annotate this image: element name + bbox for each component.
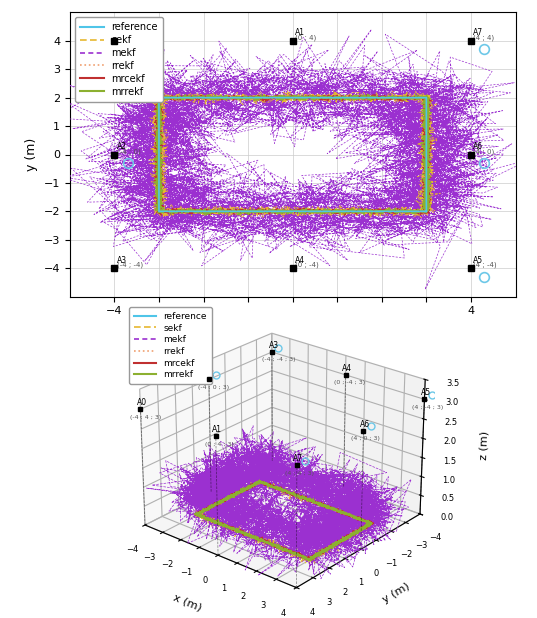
Legend: reference, sekf, mekf, rrekf, mrcekf, mrrekf: reference, sekf, mekf, rrekf, mrcekf, mr… [129,307,212,384]
Text: A6: A6 [473,142,483,151]
Y-axis label: y (m): y (m) [381,582,412,605]
X-axis label: x (m): x (m) [172,592,204,613]
Text: A1: A1 [295,28,305,37]
Text: (-4 ; 4): (-4 ; 4) [117,35,140,41]
Y-axis label: y (m): y (m) [25,138,38,171]
Text: A3: A3 [117,255,127,265]
Text: (4 ; 4): (4 ; 4) [473,35,494,41]
Text: (4 ; 0): (4 ; 0) [473,148,495,154]
Text: (0 ; 4): (0 ; 4) [295,35,316,41]
Text: A0: A0 [117,28,127,37]
Text: (0 ; -4): (0 ; -4) [295,262,318,268]
Legend: reference, sekf, mekf, rrekf, mrcekf, mrrekf: reference, sekf, mekf, rrekf, mrcekf, mr… [75,17,163,101]
X-axis label: x (m): x (m) [276,322,309,335]
Text: A4: A4 [295,255,305,265]
Text: (4 ; -4): (4 ; -4) [473,262,497,268]
Text: A5: A5 [473,255,483,265]
Text: (-4 ; 0): (-4 ; 0) [117,148,140,154]
Text: A2: A2 [117,142,127,151]
Text: (-4 ; -4): (-4 ; -4) [117,262,143,268]
Text: A7: A7 [473,28,483,37]
